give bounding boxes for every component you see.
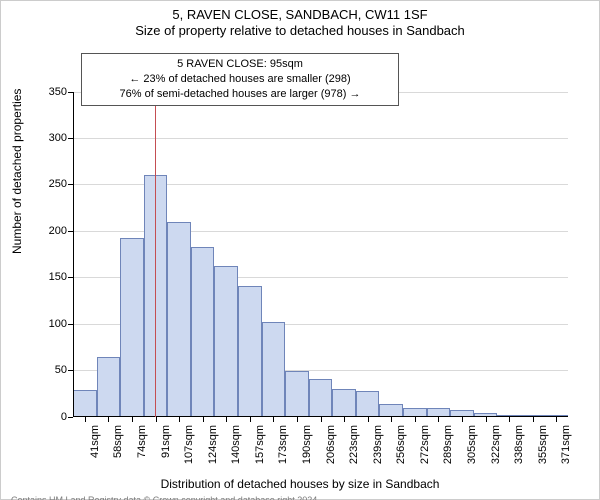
x-axis-title: Distribution of detached houses by size … [11,477,589,491]
y-tick-label: 350 [49,86,67,98]
histogram-bar [97,357,121,416]
x-tick-mark [132,417,133,422]
y-axis-title: Number of detached properties [10,89,24,254]
x-tick-mark [156,417,157,422]
x-tick-mark [368,417,369,422]
y-axis-line [73,92,74,417]
annotation-line-2: ← 23% of detached houses are smaller (29… [90,72,390,87]
x-tick-mark [344,417,345,422]
histogram-bar [309,379,333,416]
x-tick-mark [415,417,416,422]
y-tick-label: 100 [49,318,67,330]
x-tick-mark [203,417,204,422]
x-tick-label: 41sqm [89,425,101,458]
x-tick-mark [108,417,109,422]
x-tick-label: 107sqm [183,425,195,464]
x-tick-label: 272sqm [419,425,431,464]
chart-title-address: 5, RAVEN CLOSE, SANDBACH, CW11 1SF [11,7,589,23]
histogram-bar [285,371,309,417]
y-tick-label: 50 [55,364,67,376]
y-tick-mark [68,417,73,418]
x-tick-label: 173sqm [277,425,289,464]
x-tick-mark [297,417,298,422]
histogram-bar [262,322,286,417]
x-tick-mark [438,417,439,422]
x-tick-mark [462,417,463,422]
footer-line-1: Contains HM Land Registry data © Crown c… [11,495,589,500]
x-tick-mark [391,417,392,422]
subject-property-marker [155,92,156,417]
x-tick-label: 58sqm [112,425,124,458]
histogram-bar [238,286,262,417]
x-tick-label: 305sqm [466,425,478,464]
x-axis-line [73,416,568,417]
x-tick-mark [85,417,86,422]
x-tick-mark [486,417,487,422]
grid-line [73,138,568,139]
footer-attribution: Contains HM Land Registry data © Crown c… [11,495,589,500]
x-tick-label: 338sqm [513,425,525,464]
x-tick-mark [179,417,180,422]
x-tick-label: 371sqm [560,425,572,464]
chart-title-subtitle: Size of property relative to detached ho… [11,23,589,39]
x-tick-label: 239sqm [372,425,384,464]
x-tick-mark [273,417,274,422]
histogram-bar [191,247,215,417]
x-tick-mark [556,417,557,422]
histogram-bar [214,266,238,416]
histogram-bar [332,389,356,417]
y-tick-label: 200 [49,225,67,237]
histogram-bar [120,238,144,416]
x-tick-mark [250,417,251,422]
histogram-bar [167,222,191,417]
x-tick-label: 355sqm [537,425,549,464]
x-tick-label: 289sqm [442,425,454,464]
x-tick-label: 206sqm [325,425,337,464]
x-tick-label: 124sqm [207,425,219,464]
x-tick-label: 322sqm [490,425,502,464]
x-tick-mark [533,417,534,422]
y-tick-label: 250 [49,178,67,190]
x-tick-label: 223sqm [348,425,360,464]
x-tick-mark [226,417,227,422]
x-tick-mark [509,417,510,422]
annotation-line-3: 76% of semi-detached houses are larger (… [90,87,390,102]
x-tick-label: 190sqm [301,425,313,464]
x-tick-label: 91sqm [160,425,172,458]
x-tick-label: 140sqm [230,425,242,464]
histogram-bar [356,391,380,416]
y-tick-label: 150 [49,271,67,283]
y-tick-label: 0 [61,411,67,423]
x-tick-mark [321,417,322,422]
y-tick-label: 300 [49,132,67,144]
x-tick-label: 74sqm [136,425,148,458]
histogram-bar [73,390,97,417]
plot-region: 05010015020025030035041sqm58sqm74sqm91sq… [73,92,568,417]
chart-container: 5, RAVEN CLOSE, SANDBACH, CW11 1SF Size … [0,0,600,500]
x-tick-label: 157sqm [254,425,266,464]
annotation-box: 5 RAVEN CLOSE: 95sqm ← 23% of detached h… [81,53,399,106]
chart-area: Number of detached properties 0501001502… [11,44,589,475]
annotation-line-1: 5 RAVEN CLOSE: 95sqm [90,57,390,72]
x-tick-label: 256sqm [395,425,407,464]
